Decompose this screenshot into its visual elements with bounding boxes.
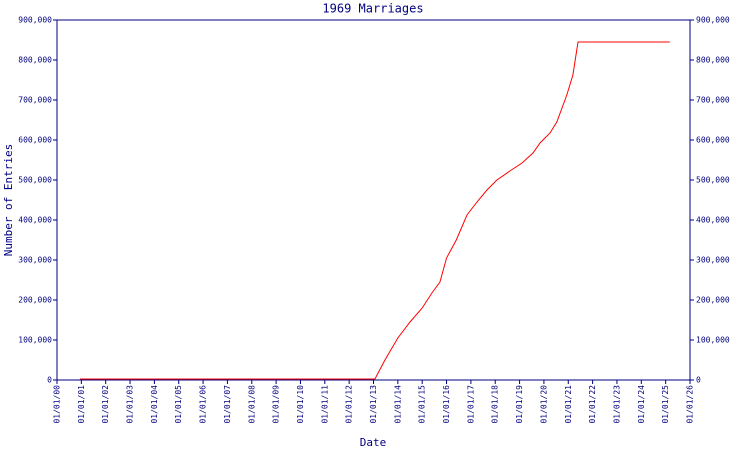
x-axis-label: Date xyxy=(360,436,387,449)
y-tick-label: 300,000 xyxy=(18,256,52,265)
y-tick-label: 400,000 xyxy=(18,216,52,225)
y2-tick-label: 700,000 xyxy=(696,96,730,105)
x-tick-label: 01/01/14 xyxy=(393,385,402,424)
y2-tick-label: 300,000 xyxy=(696,256,730,265)
x-tick-label: 01/01/06 xyxy=(199,385,208,424)
chart-title: 1969 Marriages xyxy=(322,2,423,16)
x-tick-label: 01/01/16 xyxy=(442,385,451,424)
x-tick-label: 01/01/24 xyxy=(637,385,646,424)
x-tick-label: 01/01/12 xyxy=(345,385,354,424)
y2-tick-label: 0 xyxy=(696,376,701,385)
y2-tick-label: 800,000 xyxy=(696,56,730,65)
x-tick-label: 01/01/23 xyxy=(612,385,621,424)
y-tick-label: 200,000 xyxy=(18,296,52,305)
y-tick-label: 800,000 xyxy=(18,56,52,65)
y-axis-label: Number of Entries xyxy=(2,144,15,257)
x-tick-label: 01/01/02 xyxy=(101,385,110,424)
x-tick-label: 01/01/13 xyxy=(369,385,378,424)
x-tick-label: 01/01/00 xyxy=(53,385,62,424)
y2-tick-label: 900,000 xyxy=(696,16,730,25)
x-tick-label: 01/01/26 xyxy=(686,385,695,424)
y-tick-label: 900,000 xyxy=(18,16,52,25)
x-tick-label: 01/01/18 xyxy=(491,385,500,424)
y2-tick-label: 600,000 xyxy=(696,136,730,145)
x-tick-label: 01/01/04 xyxy=(150,385,159,424)
x-tick-label: 01/01/05 xyxy=(174,385,183,424)
x-tick-label: 01/01/07 xyxy=(223,385,232,424)
y-tick-label: 700,000 xyxy=(18,96,52,105)
plot-frame xyxy=(56,19,691,381)
x-tick-label: 01/01/20 xyxy=(539,385,548,424)
y-tick-label: 600,000 xyxy=(18,136,52,145)
x-tick-label: 01/01/22 xyxy=(588,385,597,424)
y2-tick-label: 200,000 xyxy=(696,296,730,305)
y2-tick-label: 400,000 xyxy=(696,216,730,225)
x-tick-label: 01/01/19 xyxy=(515,385,524,424)
data-line xyxy=(79,41,670,380)
y-tick-label: 100,000 xyxy=(18,336,52,345)
x-tick-label: 01/01/01 xyxy=(77,385,86,424)
x-tick-label: 01/01/09 xyxy=(272,385,281,424)
x-tick-label: 01/01/10 xyxy=(296,385,305,424)
x-tick-label: 01/01/17 xyxy=(466,385,475,424)
x-tick-label: 01/01/03 xyxy=(126,385,135,424)
y2-tick-label: 100,000 xyxy=(696,336,730,345)
x-tick-label: 01/01/15 xyxy=(418,385,427,424)
x-tick-label: 01/01/21 xyxy=(564,385,573,424)
x-tick-label: 01/01/11 xyxy=(320,385,329,424)
y2-tick-label: 500,000 xyxy=(696,176,730,185)
x-tick-label: 01/01/25 xyxy=(661,385,670,424)
y-tick-label: 500,000 xyxy=(18,176,52,185)
x-tick-label: 01/01/08 xyxy=(247,385,256,424)
y-tick-label: 0 xyxy=(47,376,52,385)
